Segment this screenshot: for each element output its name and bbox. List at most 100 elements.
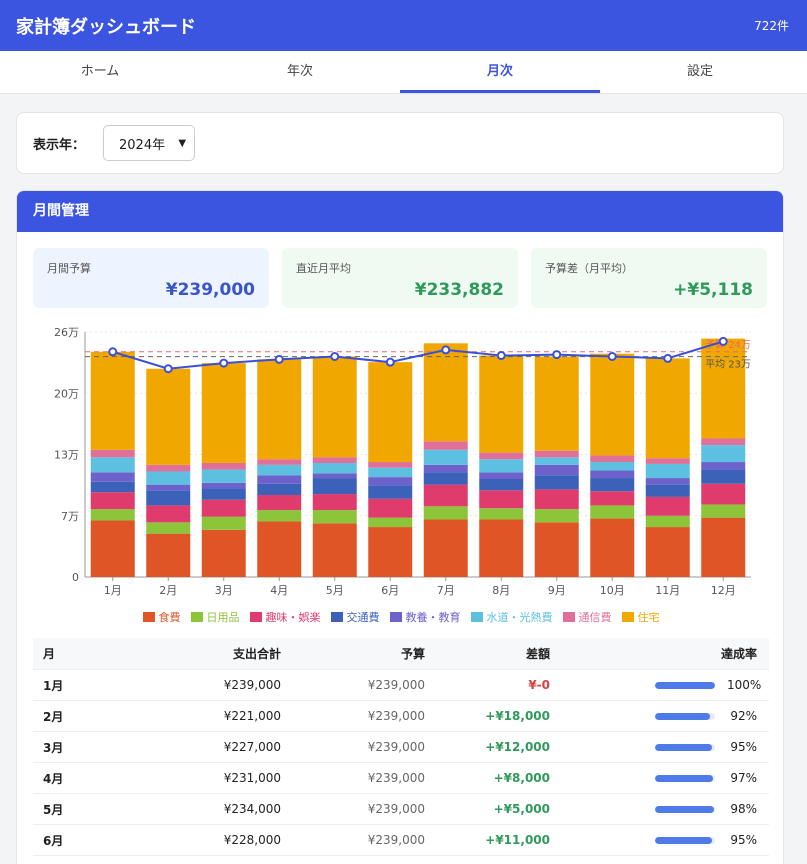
table-body: 1月 ¥239,000 ¥239,000 ¥-0 100% 2月 ¥221,000 ¥239,… [33, 670, 769, 856]
bar-segment [201, 529, 246, 577]
tab-home[interactable]: ホーム [80, 64, 120, 79]
bar-segment [368, 477, 413, 486]
card-budget-diff: 予算差（月平均） +¥5,118 [531, 248, 767, 308]
rate-bar-fill [655, 774, 714, 782]
x-tick-label: 4月 [270, 584, 288, 597]
bar-segment [201, 363, 246, 463]
bar-segment [90, 492, 135, 510]
bar-segment [590, 518, 635, 577]
legend-item[interactable]: 住宅 [621, 609, 660, 625]
bar-segment [534, 522, 579, 577]
bar-segment [257, 459, 302, 465]
bar-segment [590, 505, 635, 519]
legend-swatch [470, 612, 483, 622]
bar-segment [368, 485, 413, 499]
rate-bar-fill [655, 805, 714, 813]
y-tick-label: 13万 [54, 449, 79, 462]
total-point [385, 357, 395, 367]
year-filter-bar: 表示年： 2024年 ▼ [16, 112, 784, 174]
legend-label: 水道・光熱費 [486, 611, 553, 624]
x-tick-label: 8月 [492, 584, 510, 597]
card-recent-average: 直近月平均 ¥233,882 [282, 248, 518, 308]
bar-segment [590, 462, 635, 471]
legend-item[interactable]: 教養・教育 [389, 609, 461, 625]
tab-monthly[interactable]: 月次 [400, 51, 600, 93]
bar-segment [479, 519, 524, 577]
bar-segment [645, 515, 690, 528]
row-diff: +¥12,000 [485, 740, 550, 754]
row-budget: ¥239,000 [367, 740, 425, 754]
legend-item[interactable]: 趣味・娯楽 [249, 609, 321, 625]
tab-settings[interactable]: 設定 [686, 64, 713, 79]
total-point [441, 345, 451, 355]
bar-segment [312, 356, 357, 458]
table-row: 6月 ¥228,000 ¥239,000 +¥11,000 95% [33, 825, 769, 856]
col-month: 月 [43, 647, 56, 661]
rate-bar [655, 836, 715, 844]
x-tick-label: 5月 [326, 584, 344, 597]
tab-yearly[interactable]: 年次 [286, 64, 313, 79]
bar-segment [423, 449, 468, 465]
bar-segment [368, 467, 413, 478]
row-month: 2月 [43, 709, 64, 724]
legend-item[interactable]: 日用品 [190, 609, 240, 625]
rate-bar-fill [655, 743, 712, 751]
rate-bar [655, 681, 715, 689]
year-select[interactable]: 2024年 ▼ [103, 125, 196, 161]
legend-swatch [249, 612, 262, 622]
bar-segment [423, 484, 468, 507]
bar-segment [201, 462, 246, 470]
x-tick-label: 11月 [655, 584, 680, 597]
bar-segment [534, 450, 579, 458]
x-tick-label: 3月 [215, 584, 233, 597]
total-point [552, 350, 562, 360]
row-diff: ¥-0 [528, 678, 550, 692]
bar-segment [423, 343, 468, 442]
monthly-table: 月 支出合計 予算 差額 達成率 1月 ¥239,000 ¥239,000 ¥-0 10… [33, 638, 769, 856]
legend-item[interactable]: 水道・光熱費 [470, 609, 553, 625]
legend-item[interactable]: 交通費 [330, 609, 380, 625]
row-spend: ¥239,000 [223, 678, 281, 692]
rate-percent: 92% [730, 709, 757, 723]
bar-segment [368, 517, 413, 528]
row-diff: +¥5,000 [493, 802, 550, 816]
row-rate: 95% [550, 833, 769, 847]
rate-bar [655, 712, 715, 720]
x-tick-label: 2月 [159, 584, 177, 597]
chevron-down-icon: ▼ [178, 137, 187, 149]
bar-segment [423, 441, 468, 450]
record-count: 722件 [754, 19, 789, 33]
bar-segment [257, 475, 302, 484]
row-month: 3月 [43, 740, 64, 755]
legend-item[interactable]: 食費 [142, 609, 181, 625]
bar-segment [368, 527, 413, 577]
bar-segment [645, 463, 690, 479]
bar-segment [590, 470, 635, 479]
bar-segment [479, 472, 524, 479]
year-filter-label: 表示年： [33, 137, 86, 153]
bar-segment [423, 519, 468, 577]
bar-segment [146, 522, 191, 534]
row-diff: +¥11,000 [485, 833, 550, 847]
bar-segment [146, 533, 191, 577]
bar-segment [146, 490, 191, 506]
total-point [718, 336, 728, 346]
total-point [108, 347, 118, 357]
total-point [496, 351, 506, 361]
y-tick-label: 26万 [54, 326, 79, 339]
average-line-label: 平均 23万 [705, 359, 751, 371]
legend-swatch [389, 612, 402, 622]
bar-segment [201, 482, 246, 489]
bar-segment [479, 459, 524, 473]
row-spend: ¥231,000 [223, 771, 281, 785]
app-title: 家計簿ダッシュボード [16, 16, 196, 38]
bar-segment [534, 356, 579, 451]
total-point [663, 353, 673, 363]
bar-segment [90, 472, 135, 482]
legend-item[interactable]: 通信費 [562, 609, 612, 625]
bar-segment [312, 478, 357, 495]
bar-segment [368, 498, 413, 518]
app-header: 家計簿ダッシュボード 722件 [0, 0, 807, 51]
bar-segment [368, 362, 413, 463]
bar-segment [701, 517, 746, 577]
